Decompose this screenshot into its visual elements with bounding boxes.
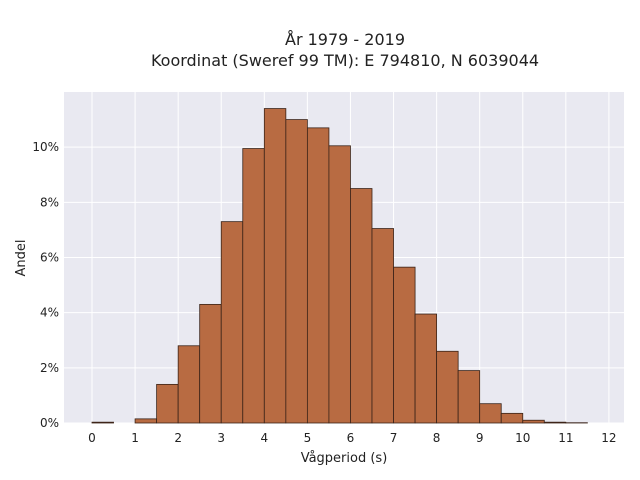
chart-title: År 1979 - 2019 [285, 30, 405, 49]
y-tick-labels: 0% 2% 4% 6% 8% 10% [32, 140, 59, 430]
x-axis-label: Vågperiod (s) [301, 451, 388, 466]
x-tick-label: 3 [217, 431, 225, 445]
x-tick-label: 0 [88, 431, 96, 445]
bars [91, 108, 588, 424]
histogram-bar [371, 228, 394, 424]
histogram-bar [414, 313, 438, 424]
y-tick-label: 0% [40, 416, 59, 430]
histogram-bar [350, 188, 373, 424]
y-tick-label: 10% [32, 140, 59, 154]
histogram-bar [242, 148, 265, 424]
x-tick-labels: 0 1 2 3 4 5 6 7 8 9 10 11 12 [88, 431, 616, 445]
histogram-bar [522, 419, 545, 424]
x-tick-label: 7 [390, 431, 398, 445]
histogram-bar [479, 403, 502, 424]
x-tick-label: 9 [476, 431, 484, 445]
histogram-bar [177, 345, 201, 424]
histogram-bar [436, 350, 459, 424]
histogram-bar [285, 119, 308, 424]
x-tick-label: 4 [260, 431, 268, 445]
histogram-bar [220, 221, 244, 424]
x-tick-label: 6 [347, 431, 355, 445]
x-tick-label: 1 [131, 431, 139, 445]
y-axis-label: Andel [14, 240, 29, 277]
x-tick-label: 12 [601, 431, 616, 445]
histogram-bar [457, 370, 481, 424]
x-tick-label: 5 [304, 431, 312, 445]
histogram-bar [543, 421, 567, 424]
y-tick-label: 4% [40, 306, 59, 320]
x-tick-label: 8 [433, 431, 441, 445]
histogram-bar [328, 145, 351, 424]
x-tick-label: 2 [174, 431, 182, 445]
histogram-bar [306, 127, 330, 424]
histogram-bar [199, 303, 222, 424]
histogram-bar [500, 412, 524, 424]
histogram-bar [91, 421, 114, 424]
histogram-bar [134, 418, 158, 424]
histogram-bar [263, 108, 287, 424]
histogram-bar [393, 266, 416, 424]
x-tick-label: 11 [558, 431, 573, 445]
y-tick-label: 8% [40, 195, 59, 209]
chart-subtitle: Koordinat (Sweref 99 TM): E 794810, N 60… [151, 51, 539, 70]
x-tick-label: 10 [515, 431, 530, 445]
y-tick-label: 6% [40, 251, 59, 265]
histogram-bar [156, 383, 179, 424]
y-tick-label: 2% [40, 361, 59, 375]
